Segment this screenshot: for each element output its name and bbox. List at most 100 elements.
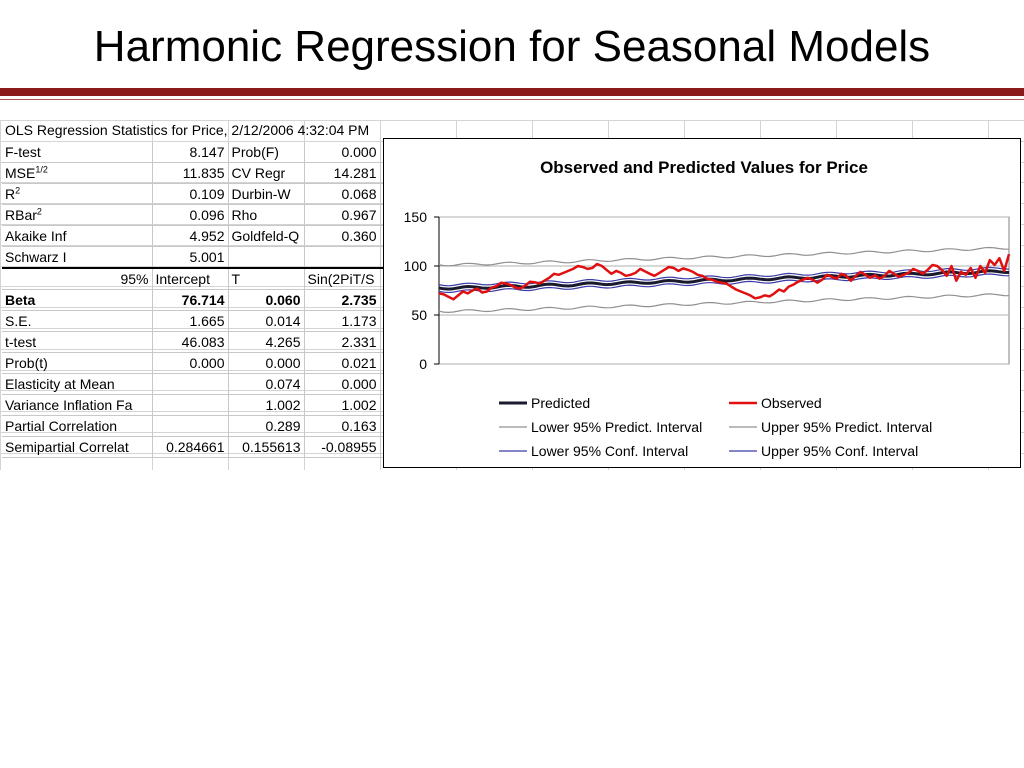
table-cell[interactable]: Partial Correlation	[2, 415, 153, 437]
cell-text: 0.000	[341, 144, 377, 160]
table-cell[interactable]: 76.714	[152, 289, 229, 311]
legend-entry: Predicted	[531, 395, 590, 411]
title-rule	[0, 88, 1024, 96]
superscript: 2	[15, 185, 21, 196]
table-cell[interactable]	[152, 394, 229, 416]
table-cell[interactable]: t-test	[2, 331, 153, 353]
table-cell[interactable]: CV Regr	[228, 162, 305, 184]
table-cell[interactable]: R2	[2, 183, 153, 205]
title-rule-thin	[0, 99, 1024, 100]
table-cell[interactable]: 1.002	[228, 394, 305, 416]
table-cell[interactable]: 2.735	[304, 289, 381, 311]
cell-text: 95%	[120, 271, 149, 287]
table-cell[interactable]: 0.967	[304, 204, 381, 226]
table-cell[interactable]: 0.074	[228, 373, 305, 395]
table-cell[interactable]: 0.021	[304, 352, 381, 374]
table-cell[interactable]: 0.000	[152, 352, 229, 374]
table-cell[interactable]: 0.163	[304, 415, 381, 437]
table-cell[interactable]: 0.096	[152, 204, 229, 226]
cell-text: 0.096	[189, 207, 225, 223]
cell-text: 0.074	[265, 376, 301, 392]
cell-text: R	[5, 186, 16, 202]
table-cell[interactable]: Rho	[228, 204, 305, 226]
y-tick-label: 100	[404, 258, 428, 274]
table-cell[interactable]: 0.284661	[152, 436, 229, 458]
table-cell[interactable]: 4.265	[228, 331, 305, 353]
table-cell[interactable]: 0.060	[228, 289, 305, 311]
table-cell[interactable]: T	[228, 267, 305, 290]
cell-text: 76.714	[181, 292, 225, 308]
series-line-upper-95-predict-interval	[438, 246, 1010, 267]
table-cell[interactable]: Beta	[2, 289, 153, 311]
table-cell[interactable]: MSE1/2	[2, 162, 153, 184]
table-cell[interactable]: 11.835	[152, 162, 229, 184]
slide-title: Harmonic Regression for Seasonal Models	[93, 22, 931, 71]
table-cell[interactable]	[304, 246, 381, 269]
table-cell[interactable]: 1.173	[304, 310, 381, 332]
cell-text: CV Regr	[231, 165, 286, 181]
cell-text: Rho	[231, 207, 258, 223]
table-cell[interactable]: 95%	[2, 267, 153, 290]
table-cell[interactable]: 0.000	[304, 142, 381, 163]
cell-text: Akaike Inf	[5, 228, 67, 244]
table-cell[interactable]: 0.109	[152, 183, 229, 205]
table-cell[interactable]	[152, 415, 229, 437]
legend-entry: Upper 95% Predict. Interval	[761, 419, 932, 435]
cell-text: F-test	[5, 144, 41, 160]
cell-text: Intercept	[155, 271, 210, 287]
cell-text: S.E.	[5, 313, 32, 329]
cell-text: 2.735	[341, 292, 377, 308]
table-cell[interactable]: 4.952	[152, 225, 229, 247]
cell-text: 1.173	[341, 313, 377, 329]
table-cell[interactable]: 1.665	[152, 310, 229, 332]
cell-text: Beta	[5, 292, 36, 308]
table-cell[interactable]: Prob(F)	[228, 142, 305, 163]
cell-text: Prob(t)	[5, 355, 48, 371]
table-cell[interactable]: F-test	[2, 142, 153, 163]
cell-text: Semipartial Correlat	[5, 439, 129, 455]
table-cell[interactable]: 0.068	[304, 183, 381, 205]
series-line-predicted	[438, 269, 1010, 291]
cell-text: Variance Inflation Fa	[5, 397, 133, 413]
table-cell[interactable]: Variance Inflation Fa	[2, 394, 153, 416]
table-cell[interactable]: S.E.	[2, 310, 153, 332]
table-cell[interactable]: 5.001	[152, 246, 229, 269]
y-tick-label: 0	[419, 356, 427, 372]
table-cell[interactable]: 46.083	[152, 331, 229, 353]
cell-text: Durbin-W	[231, 186, 291, 202]
table-cell[interactable]: Semipartial Correlat	[2, 436, 153, 458]
cell-text: 1.002	[341, 397, 377, 413]
legend-entry: Observed	[761, 395, 822, 411]
cell-text: Goldfeld-Q	[231, 228, 300, 244]
table-cell[interactable]: Goldfeld-Q	[228, 225, 305, 247]
cell-text: MSE	[5, 165, 36, 181]
table-cell[interactable]: 8.147	[152, 142, 229, 163]
cell-text: 0.360	[341, 228, 377, 244]
table-cell[interactable]: Sin(2PiT/S	[304, 267, 381, 290]
table-cell[interactable]: 14.281	[304, 162, 381, 184]
table-cell[interactable]: 0.000	[304, 373, 381, 395]
table-cell[interactable]: Durbin-W	[228, 183, 305, 205]
table-cell[interactable]: Intercept	[152, 267, 229, 290]
table-cell[interactable]: Akaike Inf	[2, 225, 153, 247]
y-tick-label: 150	[404, 209, 428, 225]
table-cell[interactable]	[152, 373, 229, 395]
cell-text: 11.835	[182, 165, 225, 181]
table-cell[interactable]: Schwarz I	[2, 246, 153, 269]
cell-text: 0.000	[189, 355, 225, 371]
table-cell[interactable]: Elasticity at Mean	[2, 373, 153, 395]
table-cell[interactable]: Prob(t)	[2, 352, 153, 374]
table-cell[interactable]: 0.000	[228, 352, 305, 374]
table-cell[interactable]: RBar2	[2, 204, 153, 226]
table-cell[interactable]: -0.08955	[304, 436, 381, 458]
table-cell[interactable]: 0.014	[228, 310, 305, 332]
cell-text: Prob(F)	[231, 144, 279, 160]
table-cell[interactable]	[228, 246, 305, 269]
table-cell[interactable]: 2.331	[304, 331, 381, 353]
table-cell[interactable]: 0.289	[228, 415, 305, 437]
cell-text: 5.001	[189, 249, 225, 265]
table-cell[interactable]: 1.002	[304, 394, 381, 416]
chart-container[interactable]: Observed and Predicted Values for Price …	[383, 138, 1021, 468]
table-cell[interactable]: 0.155613	[228, 436, 305, 458]
table-cell[interactable]: 0.360	[304, 225, 381, 247]
